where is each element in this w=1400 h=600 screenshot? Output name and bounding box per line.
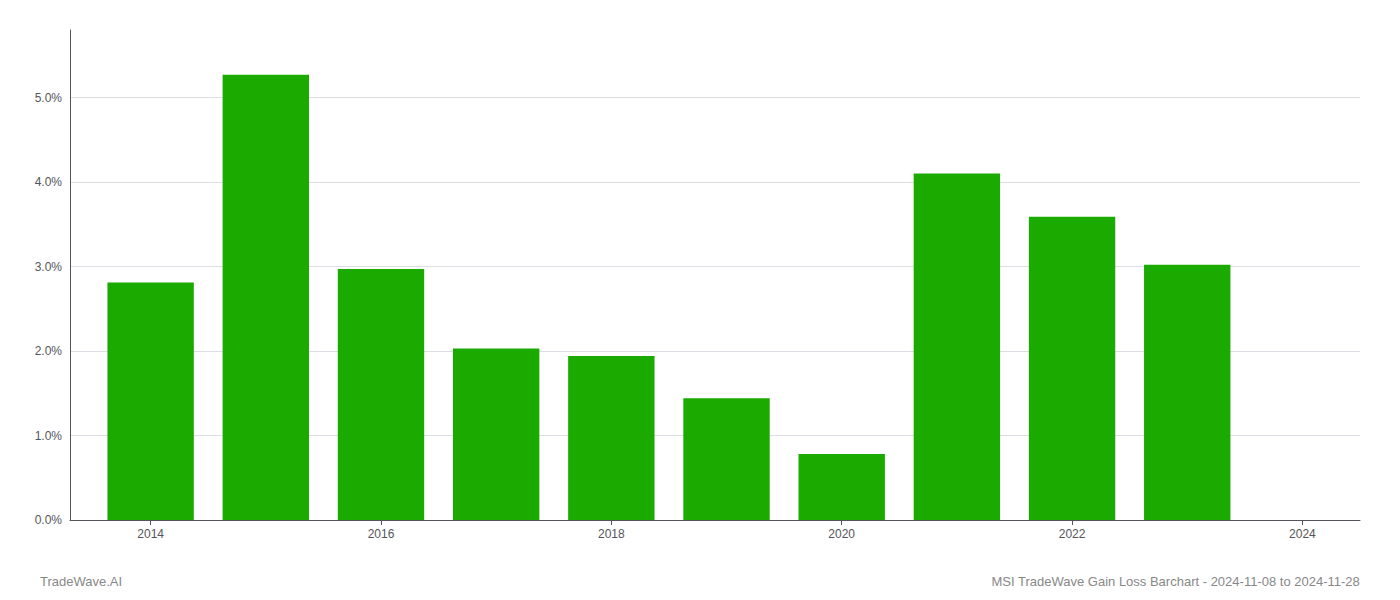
svg-text:2022: 2022 — [1059, 527, 1086, 541]
svg-text:2020: 2020 — [828, 527, 855, 541]
svg-text:2014: 2014 — [137, 527, 164, 541]
svg-text:3.0%: 3.0% — [35, 260, 63, 274]
svg-text:0.0%: 0.0% — [35, 513, 63, 527]
svg-text:2016: 2016 — [368, 527, 395, 541]
svg-text:MSI TradeWave Gain Loss Barcha: MSI TradeWave Gain Loss Barchart - 2024-… — [991, 574, 1359, 589]
svg-text:1.0%: 1.0% — [35, 429, 63, 443]
svg-text:2024: 2024 — [1289, 527, 1316, 541]
svg-text:5.0%: 5.0% — [35, 91, 63, 105]
svg-text:2.0%: 2.0% — [35, 344, 63, 358]
svg-text:4.0%: 4.0% — [35, 175, 63, 189]
svg-text:2018: 2018 — [598, 527, 625, 541]
svg-text:TradeWave.AI: TradeWave.AI — [40, 574, 122, 589]
